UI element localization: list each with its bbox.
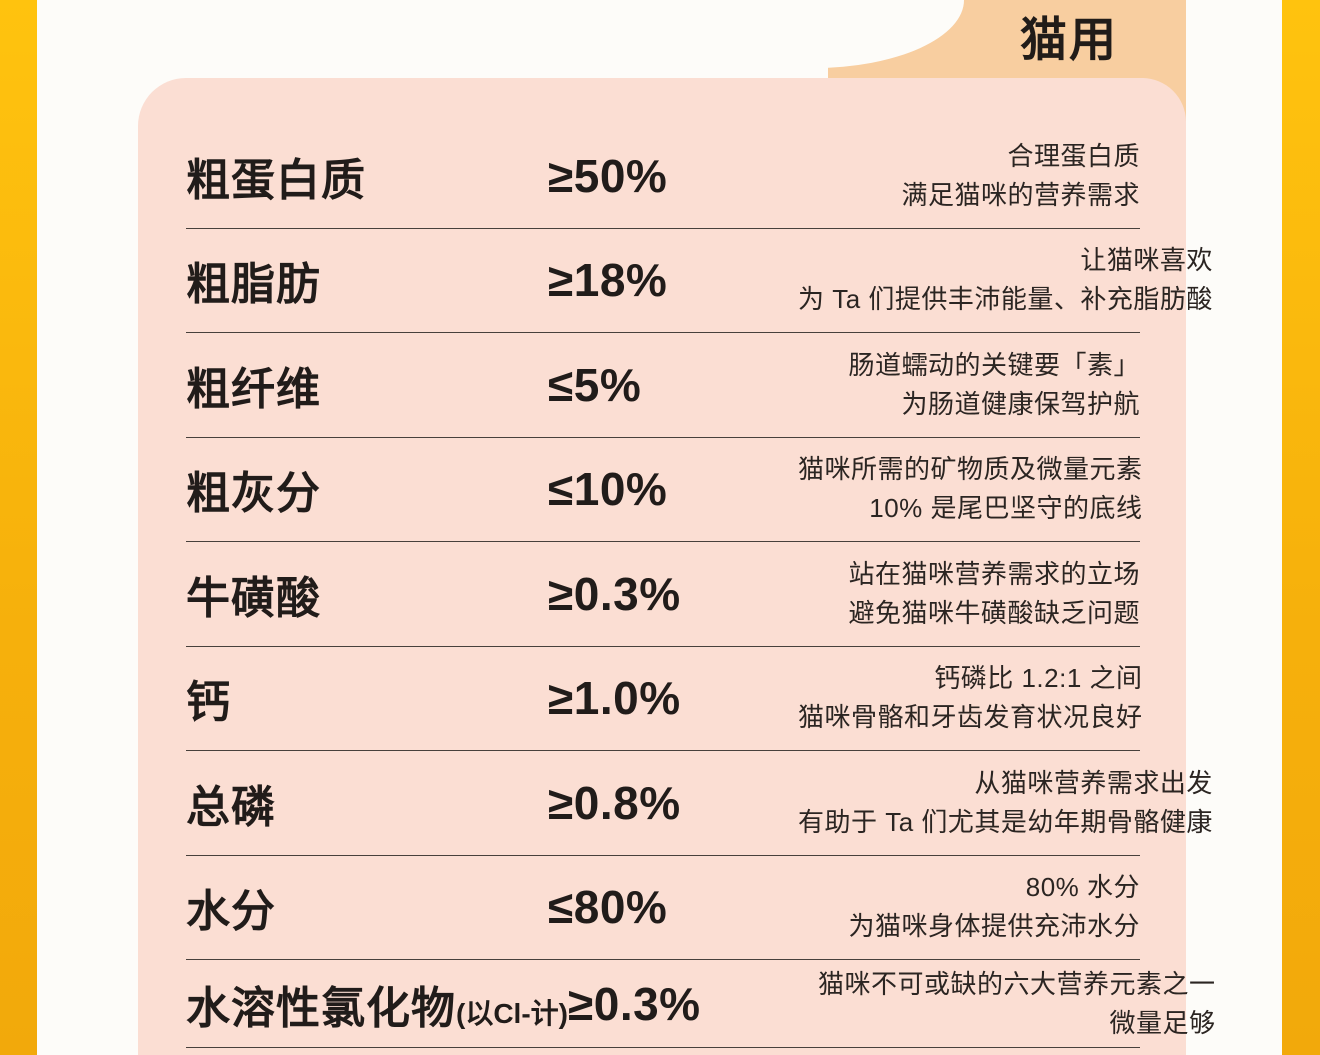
nutrient-description: 猫咪所需的矿物质及微量元素 10% 是尾巴坚守的底线 <box>798 450 1143 528</box>
nutrient-name: 粗脂肪 <box>186 248 548 312</box>
nutrient-description: 80% 水分 为猫咪身体提供充沛水分 <box>798 868 1140 946</box>
nutrient-name-text: 水分 <box>186 887 276 937</box>
table-row: 钙 ≥1.0% 钙磷比 1.2:1 之间 猫咪骨骼和牙齿发育状况良好 <box>186 647 1143 751</box>
nutrient-description: 站在猫咪营养需求的立场 避免猫咪牛磺酸缺乏问题 <box>798 555 1140 633</box>
nutrient-description: 从猫咪营养需求出发 有助于 Ta 们尤其是幼年期骨骼健康 <box>798 764 1213 842</box>
nutrient-name: 钙 <box>186 666 548 730</box>
nutrient-name-text: 粗纤维 <box>186 364 321 414</box>
nutrient-description: 让猫咪喜欢 为 Ta 们提供丰沛能量、补充脂肪酸 <box>798 241 1213 319</box>
description-line-1: 钙磷比 1.2:1 之间 <box>934 663 1143 694</box>
nutrient-value: ≥0.8% <box>548 776 681 829</box>
table-row: 粗蛋白质 ≥50% 合理蛋白质 满足猫咪的营养需求 <box>186 124 1140 229</box>
nutrient-value: ≥0.3% <box>567 977 701 1030</box>
nutrient-name: 粗灰分 <box>186 457 548 521</box>
left-edge-stripe <box>0 0 37 1055</box>
description-line-1: 猫咪所需的矿物质及微量元素 <box>798 454 1143 485</box>
nutrient-name: 粗纤维 <box>186 353 548 417</box>
table-row: 水分 ≤80% 80% 水分 为猫咪身体提供充沛水分 <box>186 856 1140 960</box>
description-line-1: 肠道蠕动的关键要「素」 <box>848 349 1140 380</box>
nutrient-description: 肠道蠕动的关键要「素」 为肠道健康保驾护航 <box>798 346 1140 424</box>
nutrient-name: 粗蛋白质 <box>186 144 548 208</box>
nutrient-name-text: 水溶性氯化物 <box>186 983 456 1033</box>
nutrient-value: ≥18% <box>548 254 668 307</box>
table-row: 总磷 ≥0.8% 从猫咪营养需求出发 有助于 Ta 们尤其是幼年期骨骼健康 <box>186 751 1212 856</box>
nutrient-description: 猫咪不可或缺的六大营养元素之一 微量足够 <box>818 965 1216 1043</box>
nutrient-name-text: 总磷 <box>186 782 276 832</box>
description-line-2: 猫咪骨骼和牙齿发育状况良好 <box>798 702 1143 733</box>
nutrient-name-text: 粗灰分 <box>186 469 321 519</box>
description-line-2: 有助于 Ta 们尤其是幼年期骨骼健康 <box>798 806 1213 837</box>
cat-tab-label: 猫用 <box>1020 12 1118 66</box>
nutrient-name-text: 粗蛋白质 <box>186 155 366 205</box>
nutrient-value: ≤5% <box>548 358 642 411</box>
nutrient-description: 钙磷比 1.2:1 之间 猫咪骨骼和牙齿发育状况良好 <box>798 659 1143 737</box>
nutrient-name: 水溶性氯化物(以Cl-计) <box>186 972 568 1036</box>
nutrient-name-text: 粗脂肪 <box>186 260 321 310</box>
nutrient-name-text: 牛磺酸 <box>186 573 321 623</box>
right-edge-stripe <box>1282 0 1320 1055</box>
nutrient-value: ≥0.3% <box>548 567 681 620</box>
nutrient-name: 牛磺酸 <box>186 562 548 626</box>
description-line-1: 80% 水分 <box>1025 872 1140 903</box>
nutrient-value: ≤10% <box>548 463 668 516</box>
description-line-2: 为 Ta 们提供丰沛能量、补充脂肪酸 <box>798 284 1213 315</box>
table-row: 水溶性氯化物(以Cl-计) ≥0.3% 猫咪不可或缺的六大营养元素之一 微量足够 <box>186 960 1215 1048</box>
description-line-1: 猫咪不可或缺的六大营养元素之一 <box>817 968 1216 999</box>
nutrient-name: 总磷 <box>186 771 548 835</box>
description-line-2: 避免猫咪牛磺酸缺乏问题 <box>848 597 1140 628</box>
nutrition-table: 粗蛋白质 ≥50% 合理蛋白质 满足猫咪的营养需求 粗脂肪 ≥18% 让猫咪喜欢… <box>138 78 1215 1048</box>
description-line-2: 满足猫咪的营养需求 <box>901 179 1140 210</box>
description-line-1: 从猫咪营养需求出发 <box>974 767 1213 798</box>
description-line-1: 让猫咪喜欢 <box>1080 245 1213 276</box>
table-row: 牛磺酸 ≥0.3% 站在猫咪营养需求的立场 避免猫咪牛磺酸缺乏问题 <box>186 542 1140 647</box>
nutrient-description: 合理蛋白质 满足猫咪的营养需求 <box>798 137 1140 215</box>
nutrition-card: 粗蛋白质 ≥50% 合理蛋白质 满足猫咪的营养需求 粗脂肪 ≥18% 让猫咪喜欢… <box>138 78 1215 1055</box>
table-row: 粗脂肪 ≥18% 让猫咪喜欢 为 Ta 们提供丰沛能量、补充脂肪酸 <box>186 229 1212 333</box>
nutrient-value: ≥50% <box>548 149 668 202</box>
nutrient-value: ≥1.0% <box>548 672 681 725</box>
description-line-2: 为猫咪身体提供充沛水分 <box>848 911 1140 942</box>
description-line-1: 站在猫咪营养需求的立场 <box>848 558 1140 589</box>
nutrient-value: ≤80% <box>548 881 668 934</box>
cat-tab-curve <box>520 0 964 68</box>
description-line-1: 合理蛋白质 <box>1007 140 1140 171</box>
description-line-2: 微量足够 <box>1109 1007 1216 1038</box>
nutrient-name-suffix: (以Cl-计) <box>456 997 568 1029</box>
nutrient-name: 水分 <box>186 875 548 939</box>
description-line-2: 10% 是尾巴坚守的底线 <box>869 493 1143 524</box>
description-line-2: 为肠道健康保驾护航 <box>901 388 1140 419</box>
table-row: 粗纤维 ≤5% 肠道蠕动的关键要「素」 为肠道健康保驾护航 <box>186 333 1140 438</box>
nutrient-name-text: 钙 <box>186 678 231 728</box>
table-row: 粗灰分 ≤10% 猫咪所需的矿物质及微量元素 10% 是尾巴坚守的底线 <box>186 438 1143 542</box>
